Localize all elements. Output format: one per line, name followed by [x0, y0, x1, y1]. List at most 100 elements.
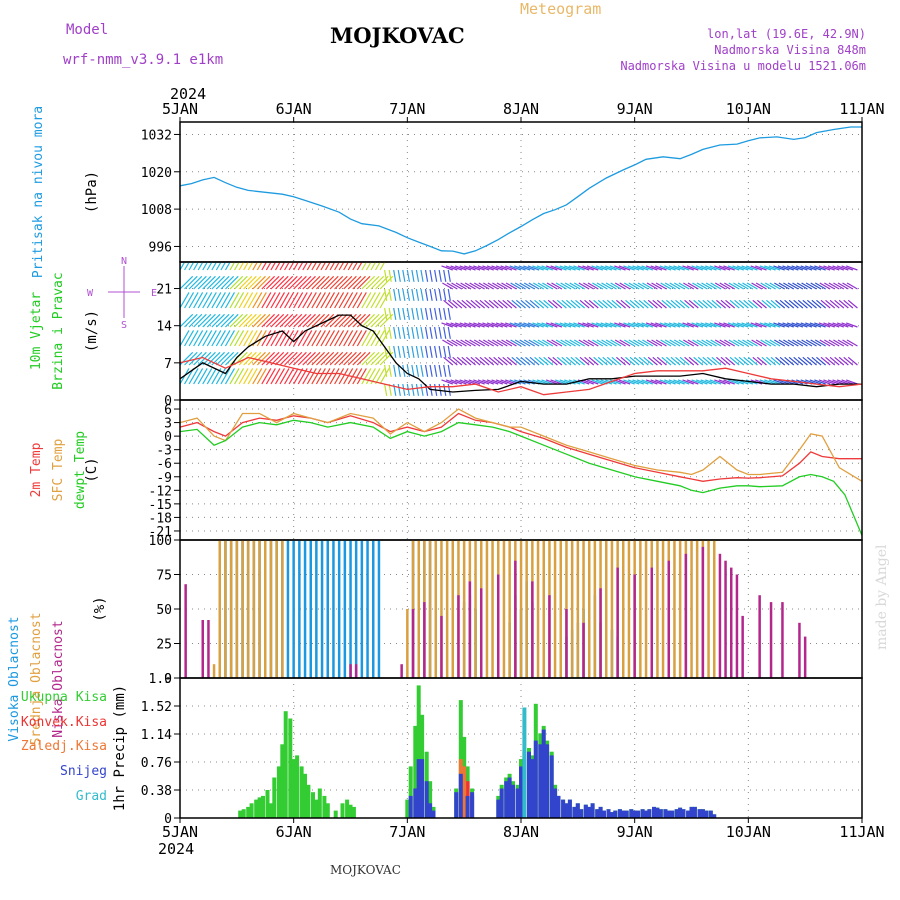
wind-arrow [752, 356, 763, 366]
wind-arrow [424, 288, 429, 301]
wind-arrow [424, 326, 429, 339]
wind-arrow [429, 307, 433, 320]
wind-arrow [552, 356, 563, 366]
wind-arrow [732, 379, 744, 385]
bar-ukupna-kisa [322, 795, 327, 818]
wind-arrow [819, 339, 831, 347]
wind-arrow [583, 339, 595, 347]
wind-arrow [265, 313, 280, 328]
lonlat-label: lon,lat (19.6E, 42.9N) [707, 27, 866, 41]
wind-arrow [805, 282, 817, 290]
bar-snijeg [496, 799, 501, 818]
wind-arrow [514, 322, 526, 328]
wind-arrow [720, 356, 731, 366]
wind-arrow [709, 322, 722, 328]
bar-srednja-oblacnost [656, 540, 659, 678]
wind-arrow [411, 345, 415, 358]
series-line-brzina [179, 314, 862, 393]
wind-arrow [818, 379, 831, 385]
y-axis-label: dewpt Temp [73, 431, 88, 509]
wind-arrow [650, 379, 663, 385]
wind-arrow [736, 265, 749, 271]
bar-srednja-oblacnost [281, 540, 284, 678]
wind-arrow [302, 275, 316, 290]
wind-arrow [215, 368, 226, 385]
wind-arrow [645, 322, 658, 328]
wind-arrow [686, 379, 699, 385]
wind-arrow [747, 356, 758, 366]
wind-arrow [506, 356, 517, 366]
wind-arrow [556, 356, 567, 366]
y-tick-label: 7 [164, 357, 172, 372]
wind-arrow [495, 379, 508, 385]
wind-arrow [443, 356, 454, 366]
wind-arrow [575, 356, 586, 366]
wind-arrow [515, 299, 526, 309]
wind-arrow [728, 282, 740, 290]
bar-snijeg [519, 766, 523, 818]
wind-arrow [628, 282, 640, 290]
wind-arrow [723, 379, 735, 385]
wind-arrow [777, 379, 790, 385]
wind-arrow [238, 313, 253, 328]
wind-arrow [536, 265, 549, 271]
bar-snijeg [420, 759, 425, 818]
wind-arrow [315, 292, 326, 309]
wind-arrow [202, 313, 216, 328]
bar-srednja-oblacnost [525, 540, 528, 678]
wind-arrow [510, 339, 522, 347]
wind-arrow [573, 282, 585, 290]
wind-arrow [370, 351, 385, 366]
wind-arrow [397, 326, 401, 339]
wind-arrow [315, 330, 326, 347]
bar-niska-oblacnost [565, 609, 568, 678]
wind-arrow [464, 265, 476, 271]
y-tick-label: 0 [164, 812, 172, 827]
wind-arrow [656, 299, 667, 309]
wind-arrow [202, 275, 216, 290]
wind-arrow [582, 322, 594, 328]
bar-visoka-oblacnost [326, 540, 329, 678]
wind-arrow [420, 364, 424, 377]
bar-srednja-oblacnost [588, 540, 591, 678]
wind-arrow [527, 322, 540, 328]
wind-arrow [793, 299, 804, 309]
precip-legend-label: Ukupna Kisa [21, 690, 107, 705]
bar-srednja-oblacnost [627, 540, 631, 678]
wind-arrow [779, 299, 790, 309]
wind-arrow [220, 351, 235, 366]
wind-arrow [247, 330, 258, 347]
y-tick-label: 1032 [141, 128, 172, 143]
wind-arrow [384, 383, 388, 396]
wind-arrow [737, 282, 749, 290]
wind-arrow [193, 292, 204, 309]
wind-arrow [578, 339, 590, 347]
wind-arrow [343, 330, 354, 347]
wind-arrow [546, 339, 558, 347]
bar-srednja-oblacnost [673, 540, 676, 678]
bar-niska-oblacnost [803, 636, 807, 678]
wind-arrow [297, 292, 308, 309]
wind-arrow [541, 379, 554, 385]
wind-arrow [215, 330, 226, 347]
wind-arrow [261, 330, 272, 347]
wind-arrow [311, 368, 322, 385]
wind-arrow [841, 265, 854, 271]
y-tick-label: 1020 [141, 166, 172, 181]
bar-srednja-oblacnost [417, 540, 420, 678]
wind-arrow [206, 313, 221, 328]
wind-arrow [696, 282, 708, 290]
wind-arrow [732, 265, 744, 271]
bar-snijeg [416, 759, 421, 818]
wind-arrow [801, 339, 813, 347]
bar-snijeg [454, 792, 459, 818]
wind-arrow [329, 292, 340, 309]
wind-arrow [579, 299, 590, 309]
wind-arrow [450, 379, 463, 385]
wind-arrow [486, 265, 499, 271]
wind-arrow [541, 322, 554, 328]
wind-arrow [834, 299, 845, 309]
bar-snijeg [712, 814, 717, 818]
wind-arrow [820, 356, 831, 366]
y-tick-label: -9 [156, 471, 172, 486]
